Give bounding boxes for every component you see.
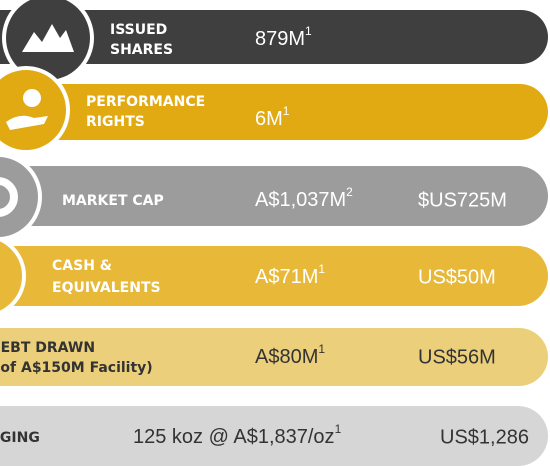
value-text: A$80M [255,346,318,368]
value-text: A$1,037M [255,189,346,211]
value-text: 879M [255,28,305,50]
row-label: HEDGING [0,430,40,446]
footnote: 1 [318,342,325,356]
row-band [0,406,548,466]
chart-icon [22,24,74,52]
row-value: 879M1 [255,24,312,50]
row-value-usd: US$50M [418,266,496,288]
pie-icon [0,177,18,217]
value-text: A$71M [255,266,318,288]
row-label: MARKET CAP [62,193,164,209]
row-band [0,166,548,226]
value-text: 6M [255,108,283,130]
row-band [0,10,548,64]
row-label: CASH & [52,258,112,274]
coin-icon [23,89,41,107]
row-band [0,328,548,386]
row-value: 6M1 [255,104,290,130]
row-value: A$71M1 [255,262,325,288]
row-band [0,84,548,140]
row-label: EQUIVALENTS [52,280,161,296]
row-value-usd: $US725M [418,189,507,211]
row-icon [0,237,26,315]
row-label: DEBT DRAWN [0,340,95,356]
row-icon [0,66,70,154]
row-label: RIGHTS [86,114,145,130]
row-value: A$80M1 [255,342,325,368]
row-band [0,246,548,306]
row-value: 125 koz @ A$1,837/oz1 [133,422,342,448]
row-label: SHARES [110,42,173,58]
footnote: 1 [335,422,342,436]
footnote: 1 [318,262,325,276]
row-label: PERFORMANCE [86,94,205,110]
footnote: 1 [305,24,312,38]
row-label: ISSUED [110,22,167,38]
value-text: 125 koz @ A$1,837/oz [133,426,335,448]
hand-icon [6,115,48,130]
footnote: 2 [346,185,353,199]
footnote: 1 [283,104,290,118]
row-icon [0,153,42,241]
row-label: (of A$150M Facility) [0,360,153,376]
row-value-usd: US$1,286 [440,426,529,448]
row-value-usd: US$56M [418,346,496,368]
row-value: A$1,037M2 [255,185,353,211]
